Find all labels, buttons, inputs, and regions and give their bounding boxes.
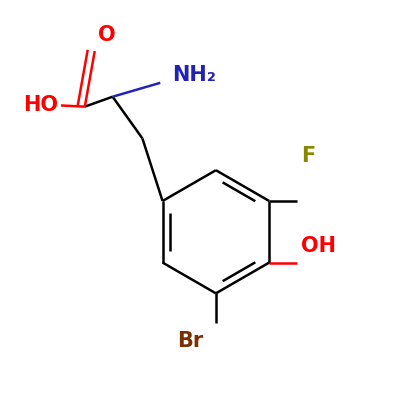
Text: O: O: [98, 25, 116, 45]
Text: NH₂: NH₂: [172, 65, 216, 85]
Text: Br: Br: [177, 331, 203, 351]
Text: HO: HO: [24, 95, 59, 115]
Text: OH: OH: [301, 236, 336, 256]
Text: F: F: [301, 146, 316, 166]
